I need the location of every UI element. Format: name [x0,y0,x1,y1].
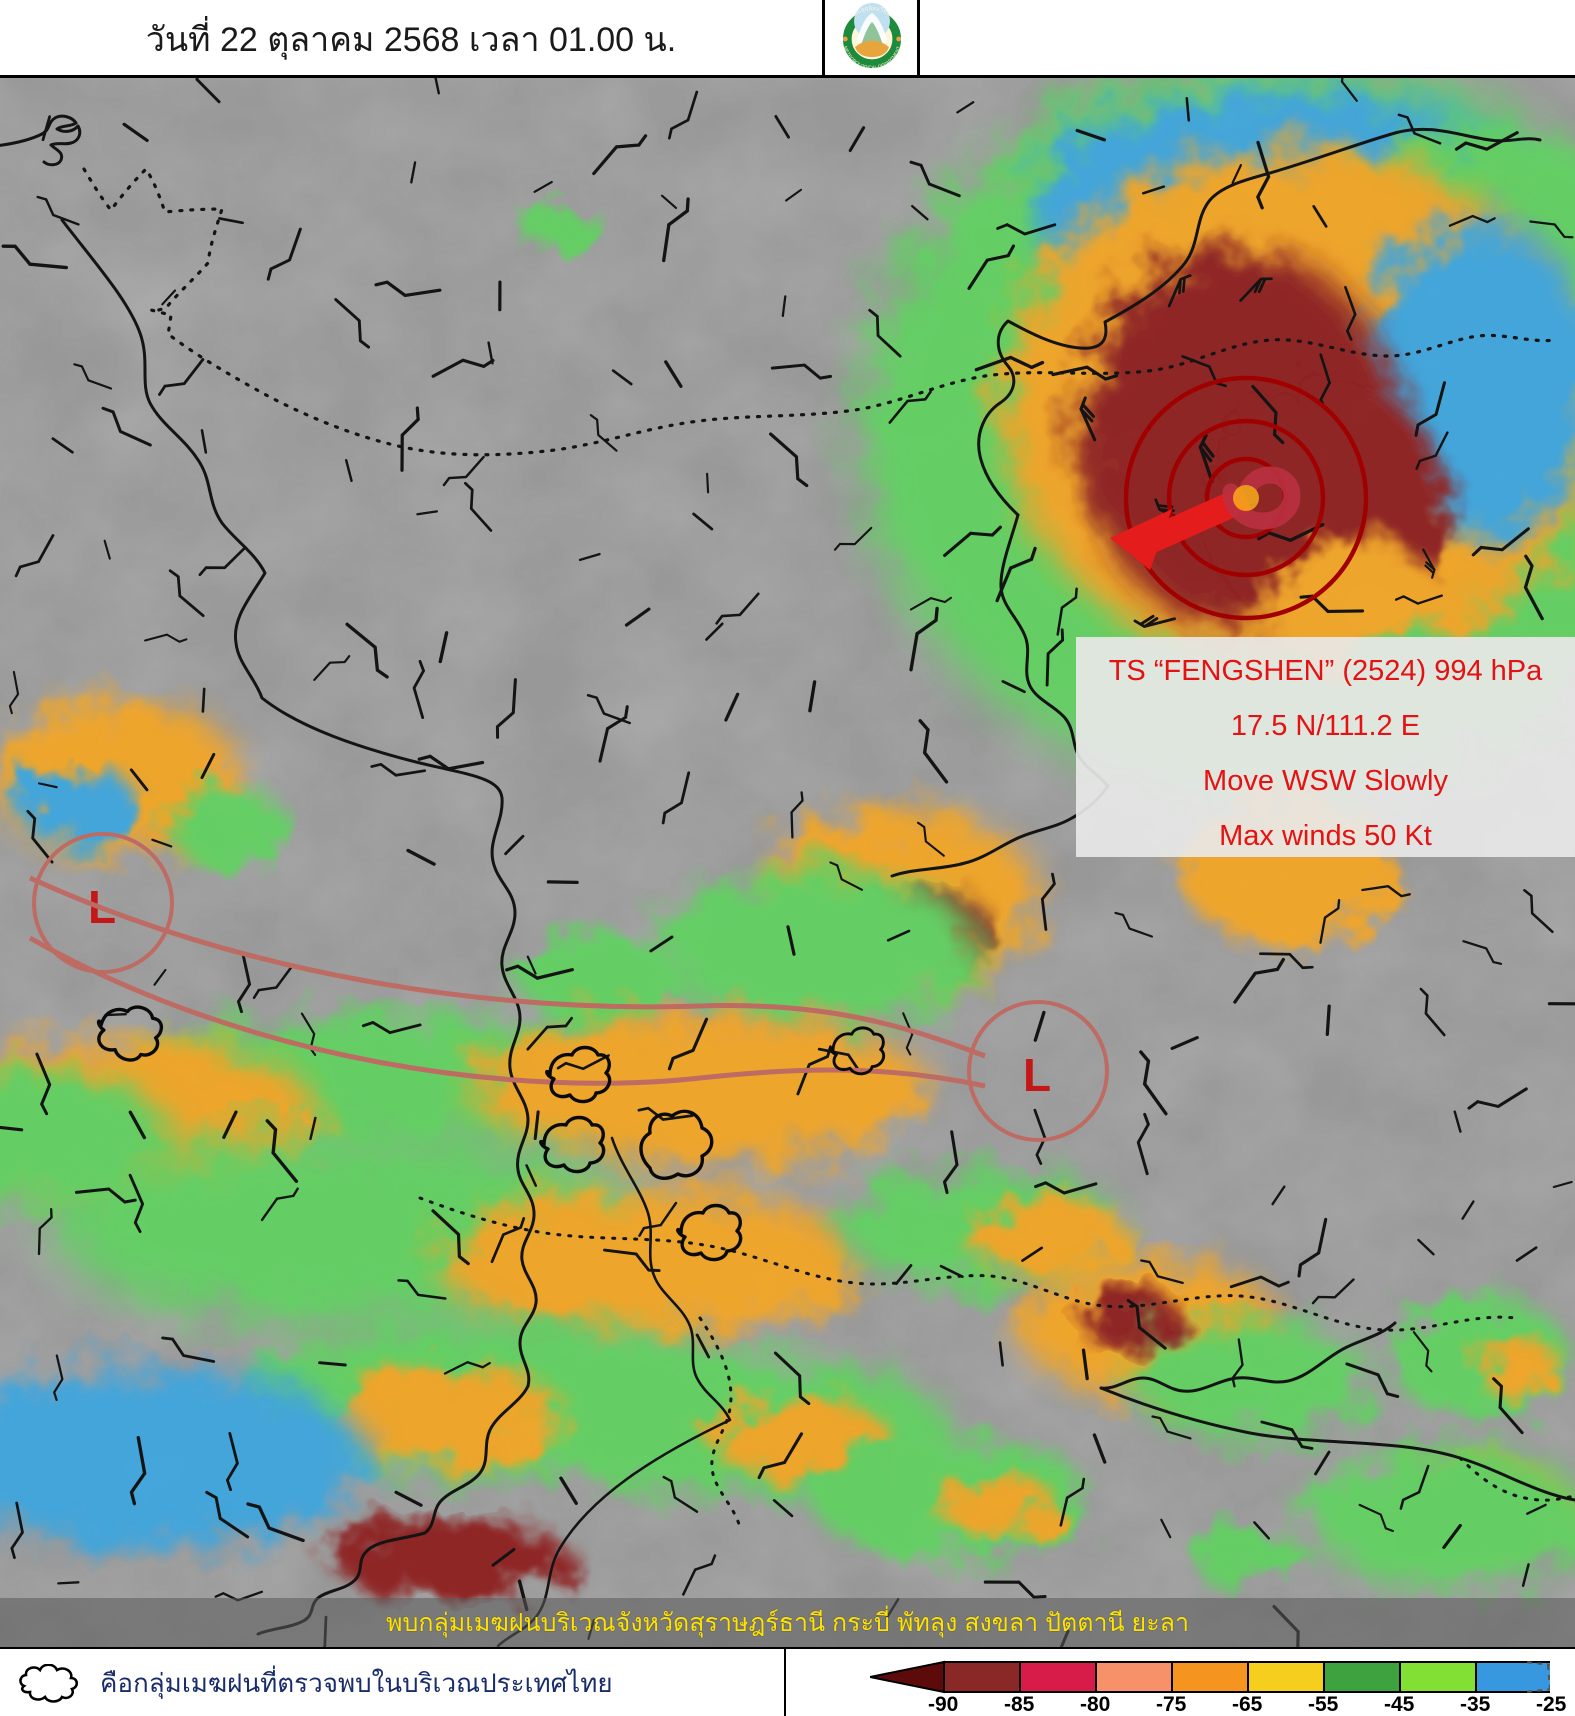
svg-text:L: L [1023,1049,1051,1101]
